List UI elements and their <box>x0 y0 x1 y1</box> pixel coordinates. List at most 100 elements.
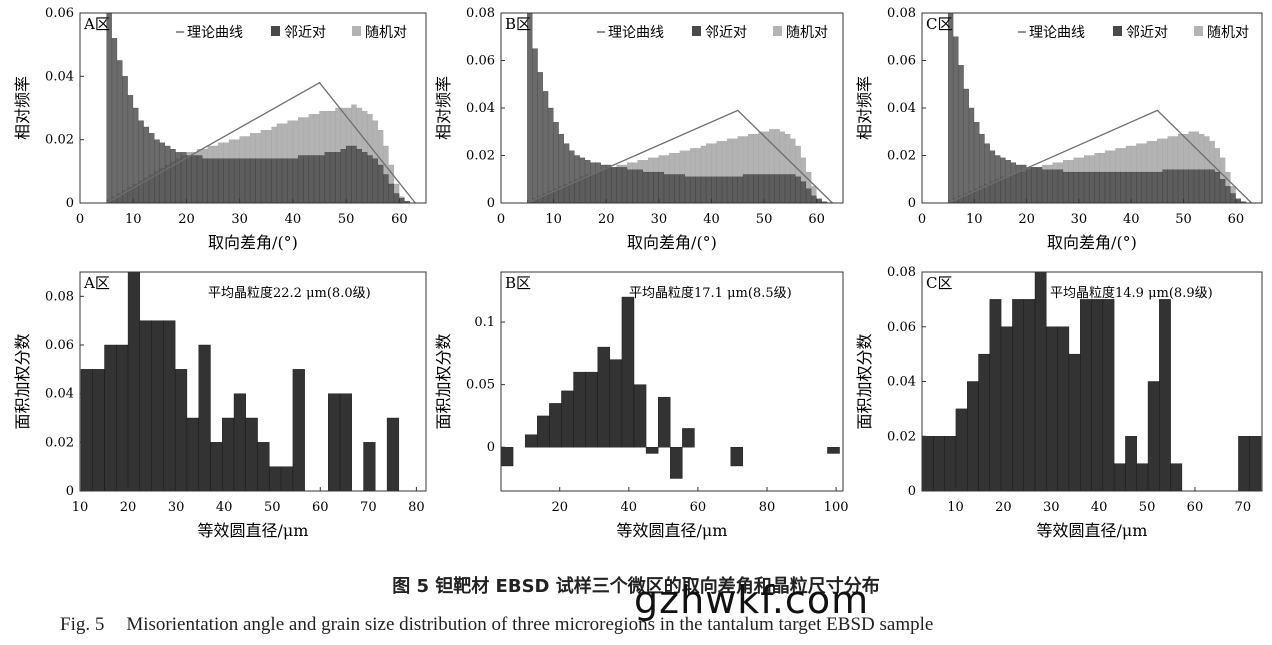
mean-grain-size-annotation: 平均晶粒度22.2 μm(8.0级) <box>208 285 371 301</box>
neighbor-pair-bar <box>1052 169 1058 204</box>
x-tick-label: 50 <box>1175 212 1192 227</box>
neighbor-pair-bar <box>1099 171 1105 204</box>
legend-theory-label: 理论曲线 <box>1029 25 1085 41</box>
neighbor-pair-bar <box>1068 171 1074 204</box>
grain-size-bar <box>92 369 105 492</box>
grain-size-bar <box>257 442 270 492</box>
neighbor-pair-bar <box>774 174 780 204</box>
neighbor-pair-bar <box>1172 169 1179 204</box>
mean-grain-size-annotation: 平均晶粒度17.1 μm(8.5级) <box>629 285 792 301</box>
neighbor-pair-bar <box>1167 169 1173 204</box>
grain-size-bar <box>80 369 93 492</box>
neighbor-pair-bar <box>606 164 612 204</box>
grain-size-bar <box>1080 299 1092 492</box>
region-label: B区 <box>505 274 531 292</box>
neighbor-pair-bar <box>721 176 728 204</box>
grain-size-bar <box>339 393 352 492</box>
grain-size-bar <box>198 344 211 492</box>
grain-size-bar <box>524 434 538 448</box>
grain-size-bar <box>222 417 235 492</box>
neighbor-pair-bar <box>537 72 543 204</box>
neighbor-pair-bar <box>1084 171 1090 204</box>
neighbor-pair-bar <box>753 174 759 204</box>
y-tick-label: 0.06 <box>887 320 916 335</box>
neighbor-pair-bar <box>569 150 575 204</box>
x-tick-label: 40 <box>621 500 638 515</box>
plot-frame <box>500 271 844 492</box>
neighbor-pair-bar <box>191 155 197 204</box>
neighbor-pair-bar <box>1183 169 1189 204</box>
y-tick-label: 0 <box>908 196 916 211</box>
caption-chinese: 图 5 钽靶材 EBSD 试样三个微区的取向差角和晶粒尺寸分布 <box>392 576 880 597</box>
legend-random-label: 随机对 <box>786 25 828 41</box>
neighbor-pair-bar <box>579 157 586 204</box>
neighbor-pair-bar <box>621 167 628 204</box>
caption-english: Fig. 5 Misorientation angle and grain siz… <box>60 614 955 636</box>
neighbor-pair-bar <box>367 155 373 204</box>
neighbor-pair-bar <box>542 91 549 204</box>
neighbor-pair-bar <box>1005 160 1011 204</box>
neighbor-pair-bar <box>595 162 601 204</box>
grain-size-bar <box>1057 326 1070 492</box>
neighbor-pair-bar <box>207 158 213 204</box>
grain-size-bar <box>127 271 141 492</box>
neighbor-pair-bar <box>260 158 267 204</box>
x-tick-label: 50 <box>756 212 773 227</box>
grain-size-bar <box>827 447 840 454</box>
x-tick-label: 60 <box>1187 500 1204 515</box>
x-tick-label: 10 <box>966 212 983 227</box>
y-tick-label: 0.08 <box>887 265 916 280</box>
neighbor-pair-bar <box>989 150 996 204</box>
y-tick-label: 0.06 <box>466 54 495 69</box>
neighbor-pair-bar <box>800 181 807 204</box>
neighbor-pair-bar <box>616 167 622 204</box>
neighbor-pair-bar <box>1178 169 1184 204</box>
neighbor-pair-bar <box>255 158 261 204</box>
grain-size-bar <box>292 369 305 492</box>
neighbor-pair-bar <box>685 176 691 204</box>
neighbor-pair-bar <box>748 174 754 204</box>
x-tick-label: 80 <box>408 500 425 515</box>
x-tick-label: 20 <box>995 500 1012 515</box>
legend-neighbor-label: 邻近对 <box>284 25 326 41</box>
neighbor-pair-bar <box>695 176 701 204</box>
x-tick-label: 20 <box>551 500 568 515</box>
neighbor-pair-bar <box>314 155 320 204</box>
grain-size-bar <box>633 384 647 448</box>
neighbor-pair-bar <box>674 174 680 204</box>
neighbor-pair-bar <box>138 120 144 204</box>
grain-size-bar <box>233 393 246 492</box>
neighbor-pair-bar <box>1078 171 1085 204</box>
theory-curve-line <box>947 109 1252 204</box>
grain-size-bar <box>657 396 671 448</box>
neighbor-pair-bar <box>548 107 554 204</box>
grain-size-bar <box>561 390 574 448</box>
grain-size-bar <box>921 436 934 492</box>
legend-neighbor-swatch <box>692 26 701 36</box>
grain-size-bar <box>645 447 659 454</box>
grain-size-bar <box>944 436 957 492</box>
neighbor-pair-bar <box>143 126 150 204</box>
neighbor-pair-bar <box>669 174 675 204</box>
y-tick-label: 0.02 <box>887 429 916 444</box>
neighbor-pair-bar <box>811 195 817 204</box>
x-tick-label: 40 <box>1123 212 1140 227</box>
plot-frame <box>79 12 427 204</box>
x-tick-label: 70 <box>360 500 377 515</box>
grain-size-bar <box>163 320 176 492</box>
chart-panel-5: 20 40 60 80 100 0 0.05 0.1 等效圆直径/μm 面积加权分数 B区平均晶粒度… <box>434 271 849 540</box>
neighbor-pair-bar <box>611 167 617 204</box>
x-tick-label: 50 <box>338 212 355 227</box>
grain-size-bar <box>585 371 598 448</box>
grain-size-bar <box>269 466 282 492</box>
neighbor-pair-bar <box>1235 199 1241 204</box>
y-tick-label: 0.04 <box>45 69 74 84</box>
x-tick-label: 20 <box>120 500 137 515</box>
x-tick-label: 0 <box>76 212 84 227</box>
y-tick-label: 0 <box>908 484 916 499</box>
x-tick-label: 60 <box>808 212 825 227</box>
neighbor-pair-bar <box>388 183 394 204</box>
mean-grain-size-annotation: 平均晶粒度14.9 μm(8.9级) <box>1050 285 1213 301</box>
neighbor-pair-bar <box>727 176 733 204</box>
